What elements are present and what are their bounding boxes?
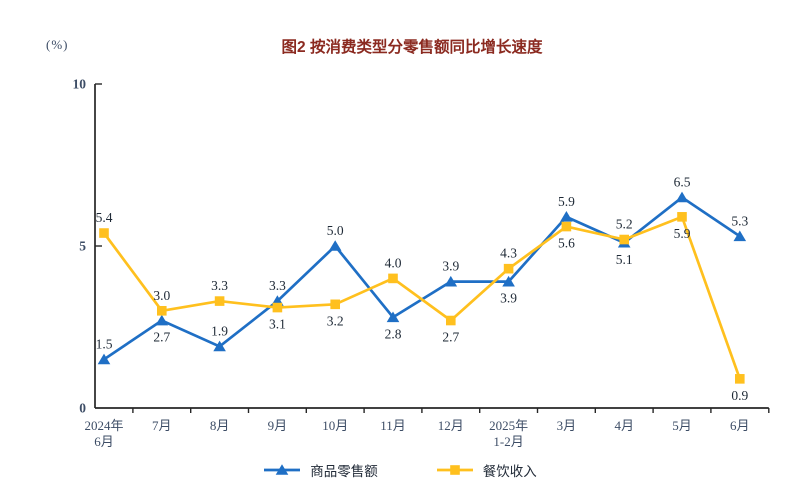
series-1-data-label: 3.3 [211,278,228,293]
series-1-marker [735,374,745,384]
series-0-data-label: 3.9 [442,259,459,274]
series-0-data-label: 5.9 [558,194,575,209]
series-0-marker [328,240,342,251]
series-1-marker [561,221,572,232]
x-category-label: 8月 [210,418,230,433]
series-1-data-label: 5.6 [558,236,575,251]
series-1-marker [330,299,340,310]
series-1-marker [99,228,109,238]
series-1-data-label: 4.0 [385,255,402,270]
axes: 0 5 10 [73,77,770,416]
series-1-data-label: 5.9 [674,226,691,241]
series-1-line [102,215,742,380]
legend: 商品零售额 餐饮收入 [0,460,800,480]
series-1-marker [677,212,687,222]
series-1-data-label: 2.7 [442,330,459,345]
series-0-data-label: 5.3 [731,213,748,228]
series-1-data-label: 5.4 [96,210,113,225]
y-tick-label: 5 [79,239,86,254]
series-1-marker [619,234,629,245]
series-0-data-label: 3.9 [500,291,517,306]
series-0-data-label: 2.8 [385,326,402,341]
series-0-marker [733,230,747,242]
x-category-label: 9月 [268,418,288,433]
legend-marker-glyph [275,464,289,475]
series-1-group: 5.4 3.0 3.3 3.1 3.2 4.0 2.7 4.3 5.6 5.2 5.9 0.9 [96,210,749,403]
series-0-marker [386,311,400,323]
series-0-marker [502,275,515,287]
chart-title: 图2 按消费类型分零售额同比增长速度 [281,39,543,56]
series-1-data-label: 3.2 [327,313,344,328]
series-0-data-label: 3.3 [269,278,286,293]
x-category-label: 11月 [380,418,406,433]
series-0-data-label: 1.5 [96,336,113,351]
series-0-line [103,195,741,361]
series-1-marker [388,273,398,284]
series-0-data-label: 6.5 [674,174,691,189]
series-0-marker [155,314,169,326]
legend-label-catering-income: 餐饮收入 [482,464,537,479]
x-category-label: 2025年 [489,418,528,433]
x-category-label: 2024年 [84,418,123,433]
x-category-label: 7月 [152,418,172,433]
series-0-marker [560,211,573,222]
x-category-label: 5月 [672,418,692,433]
series-1-marker [214,296,225,306]
series-1-data-label: 3.0 [153,288,170,303]
series-1-data-label: 0.9 [731,388,748,403]
series-1-marker [157,306,167,316]
legend-item-catering-income: 餐饮收入 [436,460,537,480]
series-1-marker [446,315,456,326]
x-category-label: 4月 [614,418,634,433]
goods-retail-legend-marker [264,464,301,475]
x-category-label: 10月 [322,418,348,433]
legend-marker-glyph [449,465,460,475]
series-0-group: 1.5 2.7 1.9 3.3 5.0 2.8 3.9 3.9 5.9 5.1 6.5 5.3 [96,174,748,365]
x-category-label: 12月 [438,418,464,433]
legend-item-goods-retail: 商品零售额 [263,460,378,480]
series-1-data-label: 3.1 [269,317,286,332]
series-0-data-label: 5.1 [616,252,633,267]
series-0-data-label: 2.7 [153,330,170,345]
x-category-label: 6月 [94,434,114,449]
series-0-marker [213,340,226,352]
series-0-marker [444,275,458,287]
series-0-marker [97,353,111,365]
x-category-label: 6月 [730,418,750,433]
series-1-marker [272,302,283,313]
y-axis-unit-label: (%) [46,37,69,52]
y-tick-label: 0 [79,401,86,416]
x-category-label: 3月 [557,418,577,433]
legend-label-goods-retail: 商品零售额 [310,464,378,479]
series-1-data-label: 5.2 [616,217,633,232]
series-1-data-label: 4.3 [500,246,517,261]
catering-income-legend-marker [436,465,473,475]
series-0-data-label: 5.0 [327,223,344,238]
x-category-label: 1-2月 [493,434,523,449]
series-1-marker [503,263,514,274]
series-0-data-label: 1.9 [211,323,228,338]
y-tick-label: 10 [73,77,87,92]
series-0-marker [675,191,689,203]
